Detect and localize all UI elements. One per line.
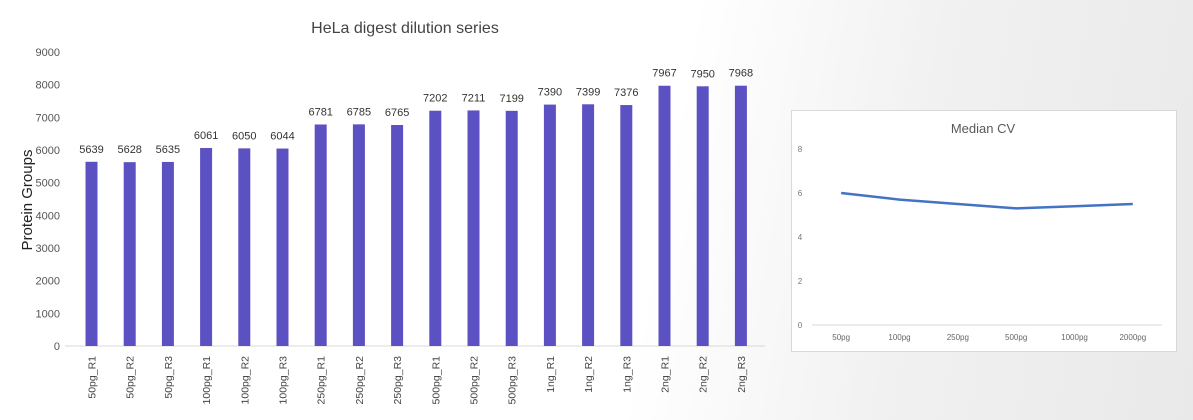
bar-2ng_R3 (734, 85, 747, 346)
data-label: 5635 (156, 144, 180, 156)
x-tick-label: 50pg_R3 (163, 356, 175, 399)
data-label: 7968 (729, 68, 753, 80)
bar-1ng_R3 (620, 105, 633, 347)
x-tick-label: 250pg_R2 (354, 356, 366, 405)
bar-500pg_R3 (505, 110, 518, 346)
median-cv-series-line (841, 191, 1133, 210)
median-cv-chart-panel (791, 110, 1177, 352)
data-label: 6044 (270, 131, 294, 143)
x-tick-label: 1ng_R3 (621, 356, 633, 393)
data-label: 6050 (232, 130, 256, 142)
x-tick-label: 1ng_R1 (545, 356, 557, 393)
bar-250pg_R2 (352, 124, 365, 347)
data-label: 7376 (614, 87, 638, 99)
x-tick-label: 100pg_R1 (201, 356, 213, 405)
x-tick-label: 100pg_R3 (278, 356, 290, 405)
x-tick-label: 100pg_R2 (239, 356, 251, 405)
y-tick-label: 1000 (36, 308, 60, 320)
data-label: 6785 (347, 106, 371, 118)
bar-50pg_R3 (161, 161, 174, 346)
data-label: 6765 (385, 107, 409, 119)
bar-50pg_R2 (123, 162, 136, 346)
y-tick-label: 0 (798, 321, 803, 330)
data-label: 7199 (499, 93, 523, 105)
y-tick-label: 6 (798, 189, 803, 198)
y-axis-label: Protein Groups (19, 150, 36, 251)
bar-250pg_R1 (314, 124, 327, 346)
data-label: 7399 (576, 86, 600, 98)
data-label: 7390 (538, 87, 562, 99)
x-tick-label: 500pg (1005, 333, 1027, 342)
x-tick-label: 250pg_R1 (316, 356, 328, 405)
data-label: 7967 (652, 68, 676, 80)
x-tick-label: 50pg (832, 333, 850, 342)
y-tick-label: 9000 (36, 47, 60, 59)
data-label: 6061 (194, 130, 218, 142)
x-tick-label: 50pg_R1 (87, 356, 99, 399)
y-tick-label: 2000 (36, 276, 60, 288)
bar-500pg_R2 (467, 110, 480, 346)
y-tick-label: 4 (798, 233, 803, 242)
y-tick-label: 5000 (36, 178, 60, 190)
y-tick-label: 0 (54, 341, 60, 353)
bar-2ng_R2 (696, 86, 709, 347)
data-label: 7211 (462, 92, 486, 104)
x-tick-label: 250pg (947, 333, 969, 342)
chart-title: HeLa digest dilution series (311, 20, 499, 37)
x-tick-label: 500pg_R1 (430, 356, 442, 405)
y-tick-label: 3000 (36, 243, 60, 255)
data-label: 5639 (79, 144, 103, 156)
x-tick-label: 1ng_R2 (583, 356, 595, 393)
bar-1ng_R1 (543, 104, 556, 347)
x-tick-label: 500pg_R3 (507, 356, 519, 405)
y-tick-label: 8000 (36, 80, 60, 92)
x-tick-label: 500pg_R2 (469, 356, 481, 405)
x-tick-label: 100pg (888, 333, 910, 342)
y-tick-label: 2 (798, 277, 803, 286)
bar-1ng_R2 (582, 104, 595, 346)
bar-100pg_R1 (200, 148, 213, 346)
data-label: 7202 (423, 93, 447, 105)
bar-250pg_R3 (391, 125, 404, 346)
bar-2ng_R1 (658, 85, 671, 347)
bar-500pg_R1 (429, 110, 442, 346)
x-tick-label: 2000pg (1119, 333, 1146, 342)
data-label: 7950 (690, 68, 714, 80)
x-tick-label: 2ng_R3 (736, 356, 748, 393)
x-tick-label: 2ng_R2 (698, 356, 710, 393)
line-chart-title: Median CV (951, 121, 1016, 136)
bar-100pg_R2 (238, 148, 251, 346)
x-tick-label: 2ng_R1 (660, 356, 672, 393)
x-tick-label: 50pg_R2 (125, 356, 137, 399)
bar-50pg_R1 (85, 161, 98, 346)
y-tick-label: 8 (798, 145, 803, 154)
protein-groups-bar-chart: HeLa digest dilution series Protein Group… (19, 20, 765, 405)
x-tick-label: 250pg_R3 (392, 356, 404, 405)
data-label: 5628 (117, 144, 141, 156)
y-tick-label: 6000 (36, 145, 60, 157)
bar-100pg_R3 (276, 148, 289, 346)
x-tick-label: 1000pg (1061, 333, 1088, 342)
y-tick-label: 4000 (36, 210, 60, 222)
data-label: 6781 (308, 106, 332, 118)
y-tick-label: 7000 (36, 112, 60, 124)
